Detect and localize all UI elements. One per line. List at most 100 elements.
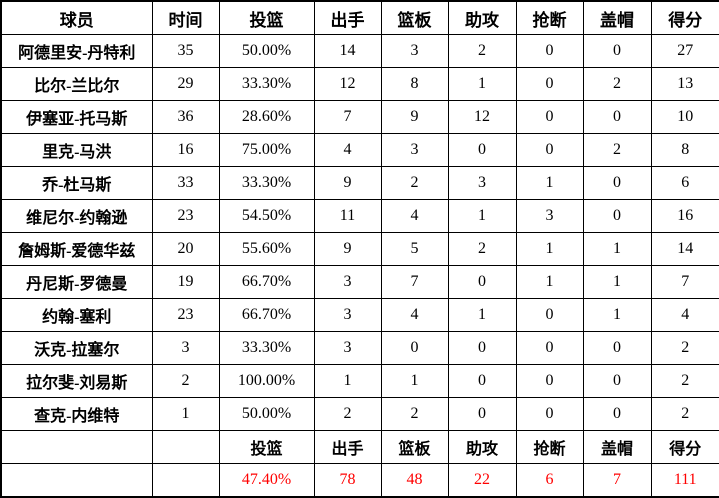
summary-header-cell: 助攻 <box>447 430 517 464</box>
stat-cell: 5 <box>380 232 449 266</box>
stat-cell: 0 <box>515 34 584 68</box>
table-body: 阿德里安-丹特利 35 50.00% 14 3 2 0 0 27 比尔-兰比尔 29 33.30% 12… <box>0 34 719 431</box>
column-header-1: 时间 <box>151 0 220 35</box>
stat-cell: 2 <box>447 232 517 266</box>
stat-cell: 29 <box>151 67 220 101</box>
stat-cell: 0 <box>515 364 584 398</box>
summary-header-row: 投篮 出手 篮板 助攻 抢断 盖帽 得分 <box>0 430 719 464</box>
stat-cell: 2 <box>582 133 652 167</box>
stat-cell: 16 <box>650 199 719 233</box>
player-name-cell: 比尔-兰比尔 <box>0 67 153 101</box>
stat-cell: 7 <box>313 100 382 134</box>
stat-cell: 1 <box>582 232 652 266</box>
player-row: 维尼尔-约翰逊 23 54.50% 11 4 1 3 0 16 <box>0 199 719 233</box>
stat-cell: 3 <box>515 199 584 233</box>
stat-cell: 2 <box>313 397 382 431</box>
stat-cell: 9 <box>313 166 382 200</box>
stat-cell: 0 <box>515 298 584 332</box>
stat-cell: 0 <box>447 265 517 299</box>
column-header-5: 助攻 <box>447 0 517 35</box>
stat-cell: 0 <box>582 34 652 68</box>
stat-cell: 33.30% <box>218 67 315 101</box>
total-value-cell: 22 <box>447 463 517 498</box>
stat-cell: 0 <box>582 199 652 233</box>
stat-cell: 0 <box>447 397 517 431</box>
player-row: 拉尔斐-刘易斯 2 100.00% 1 1 0 0 0 2 <box>0 364 719 398</box>
stat-cell: 9 <box>313 232 382 266</box>
summary-header-cell: 抢断 <box>515 430 584 464</box>
stat-cell: 9 <box>380 100 449 134</box>
stat-cell: 0 <box>447 133 517 167</box>
player-name-cell: 丹尼斯-罗德曼 <box>0 265 153 299</box>
player-row: 查克-内维特 1 50.00% 2 2 0 0 0 2 <box>0 397 719 431</box>
stat-cell: 11 <box>313 199 382 233</box>
total-value-cell: 48 <box>380 463 449 498</box>
stat-cell: 54.50% <box>218 199 315 233</box>
stat-cell: 0 <box>515 133 584 167</box>
player-row: 伊塞亚-托马斯 36 28.60% 7 9 12 0 0 10 <box>0 100 719 134</box>
column-header-6: 抢断 <box>515 0 584 35</box>
stat-cell: 8 <box>650 133 719 167</box>
column-header-0: 球员 <box>0 0 153 35</box>
header-row: 球员 时间 投篮 出手 篮板 助攻 抢断 盖帽 得分 <box>0 0 719 35</box>
stat-cell: 50.00% <box>218 34 315 68</box>
stat-cell: 10 <box>650 100 719 134</box>
stat-cell: 0 <box>582 331 652 365</box>
stat-cell: 20 <box>151 232 220 266</box>
stat-cell: 0 <box>515 331 584 365</box>
player-name-cell: 詹姆斯-爱德华兹 <box>0 232 153 266</box>
total-value-cell: 6 <box>515 463 584 498</box>
stat-cell: 23 <box>151 199 220 233</box>
column-header-2: 投篮 <box>218 0 315 35</box>
column-header-4: 篮板 <box>380 0 449 35</box>
summary-header-cell: 盖帽 <box>582 430 652 464</box>
stat-cell: 0 <box>447 331 517 365</box>
player-row: 比尔-兰比尔 29 33.30% 12 8 1 0 2 13 <box>0 67 719 101</box>
stat-cell: 1 <box>582 298 652 332</box>
stat-cell: 0 <box>582 100 652 134</box>
player-row: 丹尼斯-罗德曼 19 66.70% 3 7 0 1 1 7 <box>0 265 719 299</box>
player-name-cell: 伊塞亚-托马斯 <box>0 100 153 134</box>
player-row: 詹姆斯-爱德华兹 20 55.60% 9 5 2 1 1 14 <box>0 232 719 266</box>
stat-cell: 16 <box>151 133 220 167</box>
summary-header-cell: 篮板 <box>380 430 449 464</box>
stat-cell: 1 <box>151 397 220 431</box>
total-value-cell: 47.40% <box>218 463 315 498</box>
stat-cell: 1 <box>447 199 517 233</box>
total-value-cell: 111 <box>650 463 719 498</box>
stat-cell: 33 <box>151 166 220 200</box>
stat-cell: 33.30% <box>218 166 315 200</box>
stat-cell: 75.00% <box>218 133 315 167</box>
stat-cell: 6 <box>650 166 719 200</box>
stat-cell: 0 <box>515 397 584 431</box>
stat-cell: 36 <box>151 100 220 134</box>
stat-cell: 8 <box>380 67 449 101</box>
stat-cell: 0 <box>447 364 517 398</box>
player-name-cell: 阿德里安-丹特利 <box>0 34 153 68</box>
stat-cell: 2 <box>650 364 719 398</box>
stat-cell: 2 <box>582 67 652 101</box>
stat-cell: 0 <box>515 67 584 101</box>
total-value-cell: 7 <box>582 463 652 498</box>
player-row: 沃克-拉塞尔 3 33.30% 3 0 0 0 0 2 <box>0 331 719 365</box>
totals-empty-minutes-cell <box>151 463 220 498</box>
stat-cell: 35 <box>151 34 220 68</box>
stat-cell: 100.00% <box>218 364 315 398</box>
stat-cell: 1 <box>515 265 584 299</box>
stat-cell: 14 <box>313 34 382 68</box>
column-header-3: 出手 <box>313 0 382 35</box>
stat-cell: 28.60% <box>218 100 315 134</box>
stat-cell: 4 <box>650 298 719 332</box>
stat-cell: 4 <box>380 298 449 332</box>
stat-cell: 33.30% <box>218 331 315 365</box>
player-name-cell: 拉尔斐-刘易斯 <box>0 364 153 398</box>
stat-cell: 66.70% <box>218 265 315 299</box>
column-header-7: 盖帽 <box>582 0 652 35</box>
stat-cell: 55.60% <box>218 232 315 266</box>
stat-cell: 14 <box>650 232 719 266</box>
stat-cell: 4 <box>380 199 449 233</box>
stat-cell: 1 <box>515 232 584 266</box>
player-name-cell: 查克-内维特 <box>0 397 153 431</box>
totals-row: 47.40% 78 48 22 6 7 111 <box>0 463 719 498</box>
